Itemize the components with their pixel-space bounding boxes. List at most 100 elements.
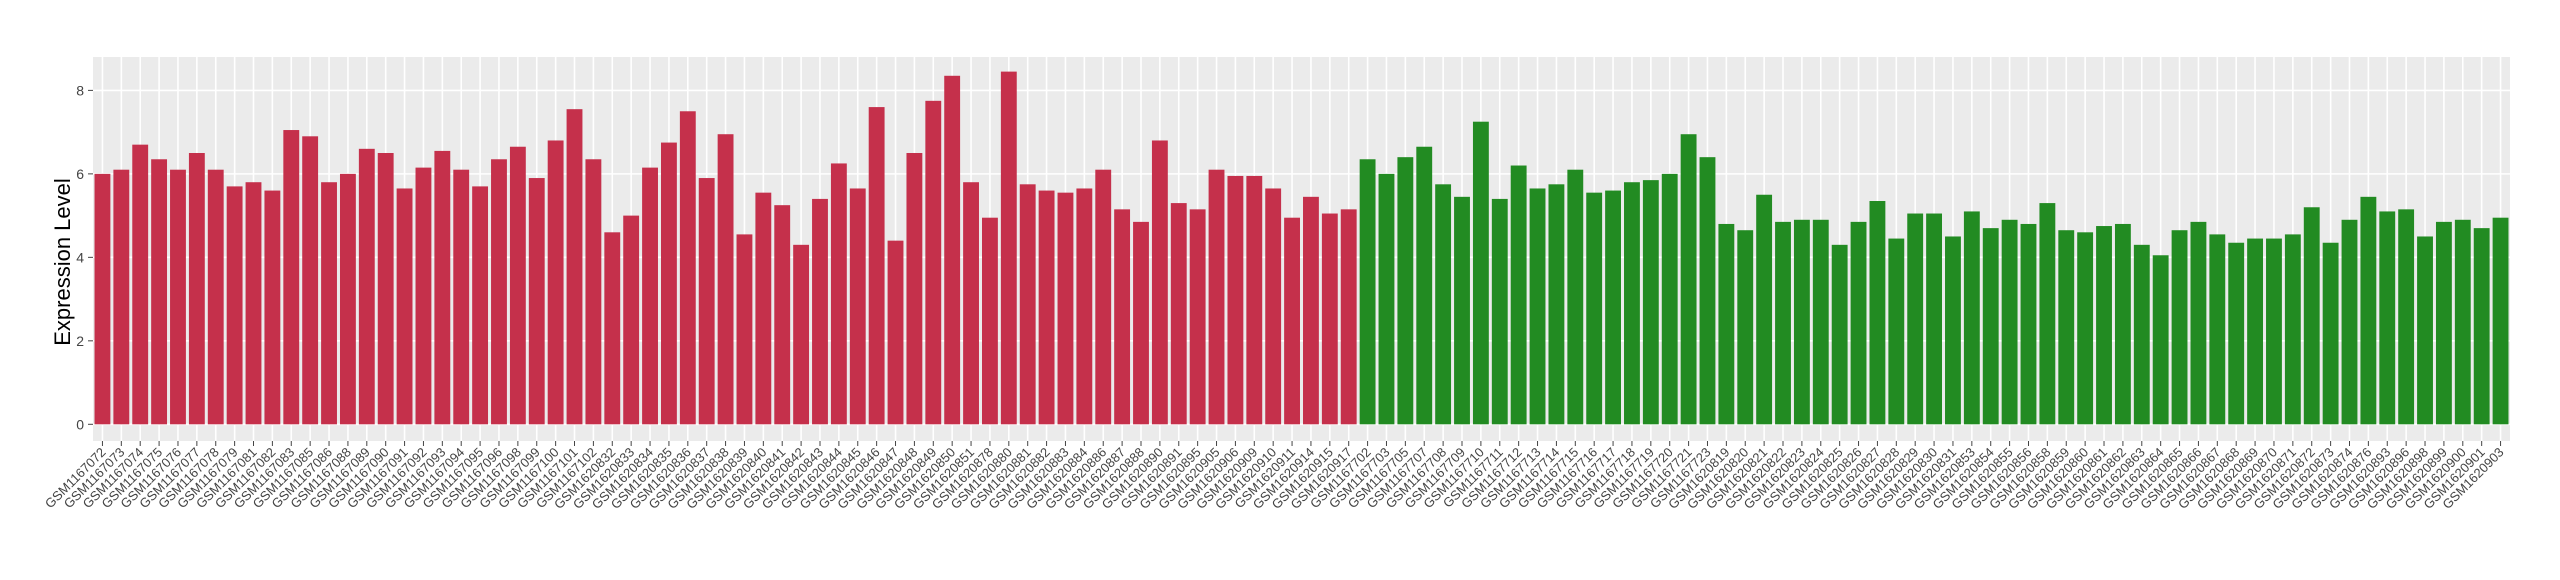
bar <box>679 111 696 425</box>
bar <box>642 167 658 425</box>
bar <box>1718 223 1735 425</box>
bar <box>547 140 564 425</box>
bar <box>585 159 602 425</box>
bar <box>1793 219 1810 425</box>
bar <box>1246 175 1263 425</box>
bar <box>793 244 810 425</box>
bar <box>1038 190 1055 425</box>
bar <box>1227 175 1244 425</box>
bar <box>1076 188 1093 425</box>
bar <box>1019 184 1036 425</box>
bar <box>94 173 111 425</box>
bar <box>1340 209 1357 425</box>
bar <box>2417 236 2433 425</box>
bar <box>1321 213 1338 425</box>
bar <box>472 186 489 425</box>
y-tick-label: 8 <box>76 82 84 98</box>
bar <box>434 150 451 425</box>
bar <box>717 134 734 425</box>
bar <box>1397 157 1414 425</box>
bar <box>358 148 375 425</box>
bar <box>170 169 186 425</box>
bar <box>1303 196 1319 425</box>
bar <box>1831 244 1848 425</box>
y-tick-label: 6 <box>76 166 84 182</box>
bar <box>1416 146 1433 425</box>
bar <box>736 234 753 425</box>
bar <box>1114 209 1131 425</box>
bar <box>2341 219 2358 425</box>
bar <box>1510 165 1527 425</box>
bar <box>1057 192 1074 425</box>
bar <box>415 167 432 425</box>
bar <box>188 153 205 425</box>
y-axis-label: Expression Level <box>50 178 75 346</box>
bar <box>491 159 507 425</box>
bar <box>245 182 262 425</box>
bar <box>1548 184 1565 425</box>
bar <box>2284 234 2301 425</box>
bar <box>151 159 168 425</box>
bar <box>509 146 526 425</box>
bar <box>2303 207 2320 425</box>
bar <box>2001 219 2018 425</box>
bar <box>2114 223 2131 425</box>
bar <box>906 153 923 425</box>
bar <box>1680 134 1697 425</box>
bar <box>868 107 885 425</box>
y-tick-label: 2 <box>76 333 84 349</box>
bar <box>1982 228 1999 425</box>
bar <box>1812 219 1829 425</box>
bar <box>604 232 621 425</box>
bar <box>755 192 772 425</box>
bar <box>2247 238 2264 425</box>
bar <box>1359 159 1376 425</box>
bar <box>396 188 413 425</box>
bar <box>226 186 243 425</box>
bar <box>1208 169 1225 425</box>
bar <box>1095 169 1112 425</box>
bar <box>2096 226 2112 425</box>
bar <box>2152 255 2169 425</box>
bar <box>925 100 942 425</box>
bar <box>1151 140 1168 425</box>
bar <box>849 188 866 425</box>
bar <box>1737 230 1754 425</box>
bar <box>2209 234 2226 425</box>
bar <box>2190 221 2207 425</box>
bar <box>2266 238 2282 425</box>
bar <box>830 163 847 425</box>
bar <box>132 144 149 425</box>
bar <box>283 130 300 425</box>
bar <box>2435 221 2452 425</box>
bar <box>528 178 545 425</box>
bar <box>774 205 791 425</box>
bar <box>1624 182 1640 425</box>
bar <box>1945 236 1961 425</box>
bar <box>1435 184 1452 425</box>
bar <box>207 169 224 425</box>
bar <box>1378 173 1395 425</box>
bar <box>1869 201 1886 425</box>
bar <box>1189 209 1206 425</box>
bar <box>963 182 979 425</box>
bar <box>1756 194 1773 425</box>
bar <box>1963 211 1980 425</box>
bar <box>1529 188 1546 425</box>
bar <box>1699 157 1716 425</box>
bar <box>1567 169 1584 425</box>
bar <box>2077 232 2094 425</box>
bar <box>2454 219 2471 425</box>
bar <box>2360 196 2377 425</box>
bar <box>1775 221 1791 425</box>
bar <box>302 136 319 425</box>
bar <box>2020 223 2037 425</box>
bar <box>623 215 640 425</box>
bar <box>944 75 961 425</box>
bar <box>2133 244 2150 425</box>
y-tick-label: 0 <box>76 416 84 432</box>
bar <box>453 169 470 425</box>
bar <box>1888 238 1905 425</box>
bar <box>660 142 677 425</box>
